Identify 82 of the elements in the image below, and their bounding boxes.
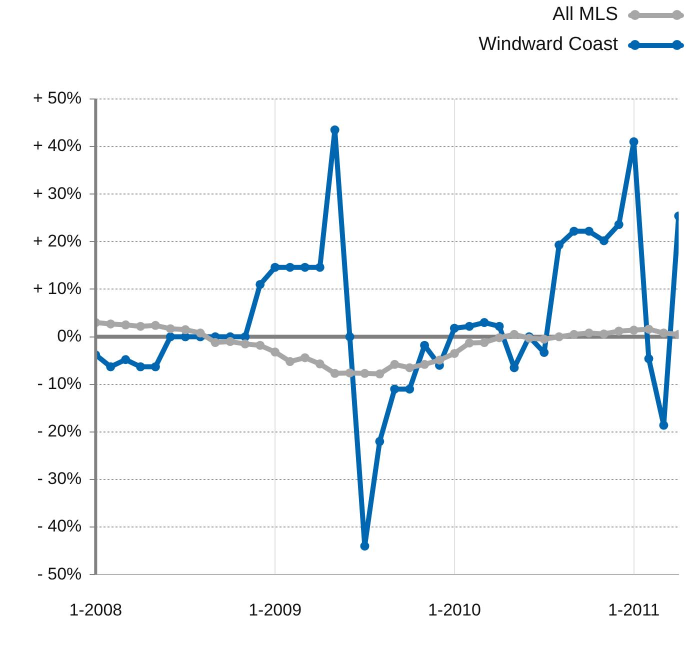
point <box>405 363 414 372</box>
point <box>345 368 354 378</box>
legend-label: All MLS <box>552 4 618 26</box>
point <box>270 262 280 272</box>
point <box>659 328 668 338</box>
point <box>450 324 459 333</box>
y-tick-label: - 20% <box>37 422 82 441</box>
point <box>420 360 430 369</box>
point <box>510 330 519 339</box>
point <box>256 340 265 350</box>
point <box>464 338 474 348</box>
x-tick-label: 1-2008 <box>69 600 122 620</box>
point <box>584 226 594 236</box>
point <box>584 328 594 338</box>
point <box>494 333 504 342</box>
point <box>136 322 146 331</box>
point <box>330 368 340 378</box>
point <box>121 320 130 330</box>
point <box>480 338 489 348</box>
point <box>629 326 638 335</box>
point <box>540 334 549 344</box>
point <box>570 330 579 339</box>
point <box>599 236 608 246</box>
point <box>106 362 116 372</box>
point <box>226 337 235 346</box>
point <box>286 262 295 272</box>
point <box>494 322 504 331</box>
point <box>106 319 116 328</box>
point <box>180 325 190 334</box>
point <box>554 332 564 342</box>
point <box>121 355 130 364</box>
point <box>315 359 324 368</box>
point <box>614 326 624 336</box>
point <box>644 354 654 364</box>
point <box>375 436 384 446</box>
point <box>150 362 160 372</box>
point <box>644 324 654 334</box>
y-tick-label: - 30% <box>37 469 82 488</box>
point <box>390 384 400 394</box>
y-tick-label: - 10% <box>37 374 82 394</box>
point <box>464 322 474 331</box>
y-tick-label: 0% <box>57 326 82 346</box>
y-tick-label: - 40% <box>37 516 82 536</box>
point <box>136 362 146 372</box>
point <box>166 324 175 334</box>
point <box>659 420 668 430</box>
point <box>480 318 489 328</box>
point <box>629 137 638 146</box>
y-tick-label: + 20% <box>32 231 82 250</box>
point <box>360 542 370 551</box>
point <box>256 280 265 289</box>
point <box>286 357 295 366</box>
point <box>390 360 400 369</box>
point <box>599 329 608 338</box>
point <box>315 262 324 272</box>
point <box>196 328 205 338</box>
point <box>330 125 340 134</box>
y-tick-label: + 50% <box>32 88 82 108</box>
y-tick-label: - 50% <box>37 564 82 584</box>
point <box>240 339 250 348</box>
point <box>405 384 414 394</box>
point <box>570 226 579 236</box>
y-tick-label: + 30% <box>32 184 82 203</box>
x-tick-label: 1-2011 <box>608 600 660 620</box>
point <box>210 338 220 348</box>
y-tick-label: + 10% <box>32 278 82 298</box>
point <box>150 320 160 330</box>
x-tick-label: 1-2010 <box>428 600 481 620</box>
point <box>614 220 624 230</box>
point <box>434 356 444 365</box>
point <box>375 369 384 378</box>
point <box>345 332 354 342</box>
point <box>300 262 310 272</box>
x-tick-label: 1-2009 <box>248 600 302 620</box>
y-tick-label: + 40% <box>32 136 82 156</box>
point <box>270 348 280 357</box>
point <box>300 353 310 362</box>
legend-label: Windward Coast <box>478 34 618 56</box>
point <box>554 240 564 250</box>
point <box>360 368 370 378</box>
point <box>450 348 459 358</box>
point <box>166 332 175 342</box>
